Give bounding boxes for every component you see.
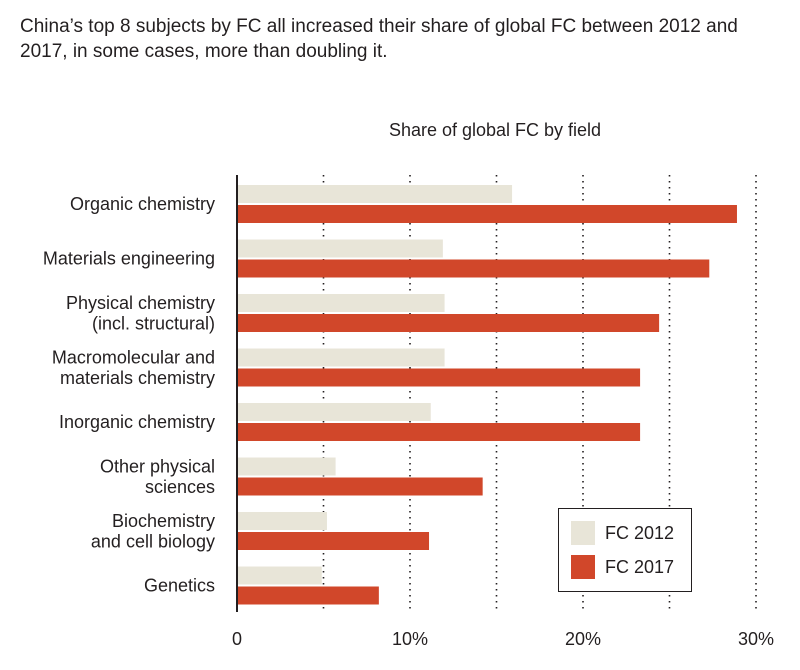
legend-label-fc2017: FC 2017 [605, 556, 675, 577]
bar-fc2017 [238, 205, 737, 223]
bar-fc2017 [238, 477, 483, 496]
x-axis-ticks: 0 10% 20% 30% [232, 629, 774, 649]
category-label: and cell biology [91, 531, 215, 551]
bar-fc2017 [238, 586, 379, 605]
category-label: Macromolecular and [52, 347, 215, 367]
legend-label-fc2012: FC 2012 [605, 522, 675, 543]
category-label: Inorganic chemistry [59, 412, 215, 432]
x-tick-label: 20% [565, 629, 601, 649]
category-label: Biochemistry [112, 511, 215, 531]
chart-caption: China’s top 8 subjects by FC all increas… [20, 16, 738, 62]
category-label: sciences [145, 477, 215, 497]
category-label: materials chemistry [60, 368, 215, 388]
category-label: Genetics [144, 576, 215, 596]
bar-fc2017 [238, 314, 660, 332]
category-label: Physical chemistry [66, 293, 215, 313]
legend-item-fc2012: FC 2012 [571, 521, 674, 545]
bar-fc2012 [238, 566, 322, 585]
bar-fc2012 [238, 239, 443, 258]
legend-swatch-fc2012 [571, 521, 595, 545]
bar-fc2012 [238, 457, 336, 476]
bar-fc2012 [238, 185, 513, 203]
category-label: Organic chemistry [70, 194, 215, 214]
bar-fc2012 [238, 294, 445, 312]
category-label: (incl. structural) [92, 313, 215, 333]
bar-fc2017 [238, 259, 710, 278]
bars [238, 185, 737, 605]
bar-fc2017 [238, 532, 430, 550]
category-label: Materials engineering [43, 249, 215, 269]
bar-fc2012 [238, 512, 327, 530]
x-tick-label: 10% [392, 629, 428, 649]
bar-fc2017 [238, 423, 641, 441]
x-tick-label: 30% [738, 629, 774, 649]
category-label: Other physical [100, 456, 215, 476]
legend-swatch-fc2017 [571, 555, 595, 579]
x-tick-label: 0 [232, 629, 242, 649]
category-labels: Organic chemistry Materials engineering Ph… [43, 194, 215, 596]
bar-fc2017 [238, 368, 641, 387]
legend-item-fc2017: FC 2017 [571, 555, 674, 579]
bar-fc2012 [238, 403, 431, 421]
legend: FC 2012 FC 2017 [558, 508, 692, 592]
chart-title: Share of global FC by field [389, 120, 601, 140]
bar-fc2012 [238, 348, 445, 367]
